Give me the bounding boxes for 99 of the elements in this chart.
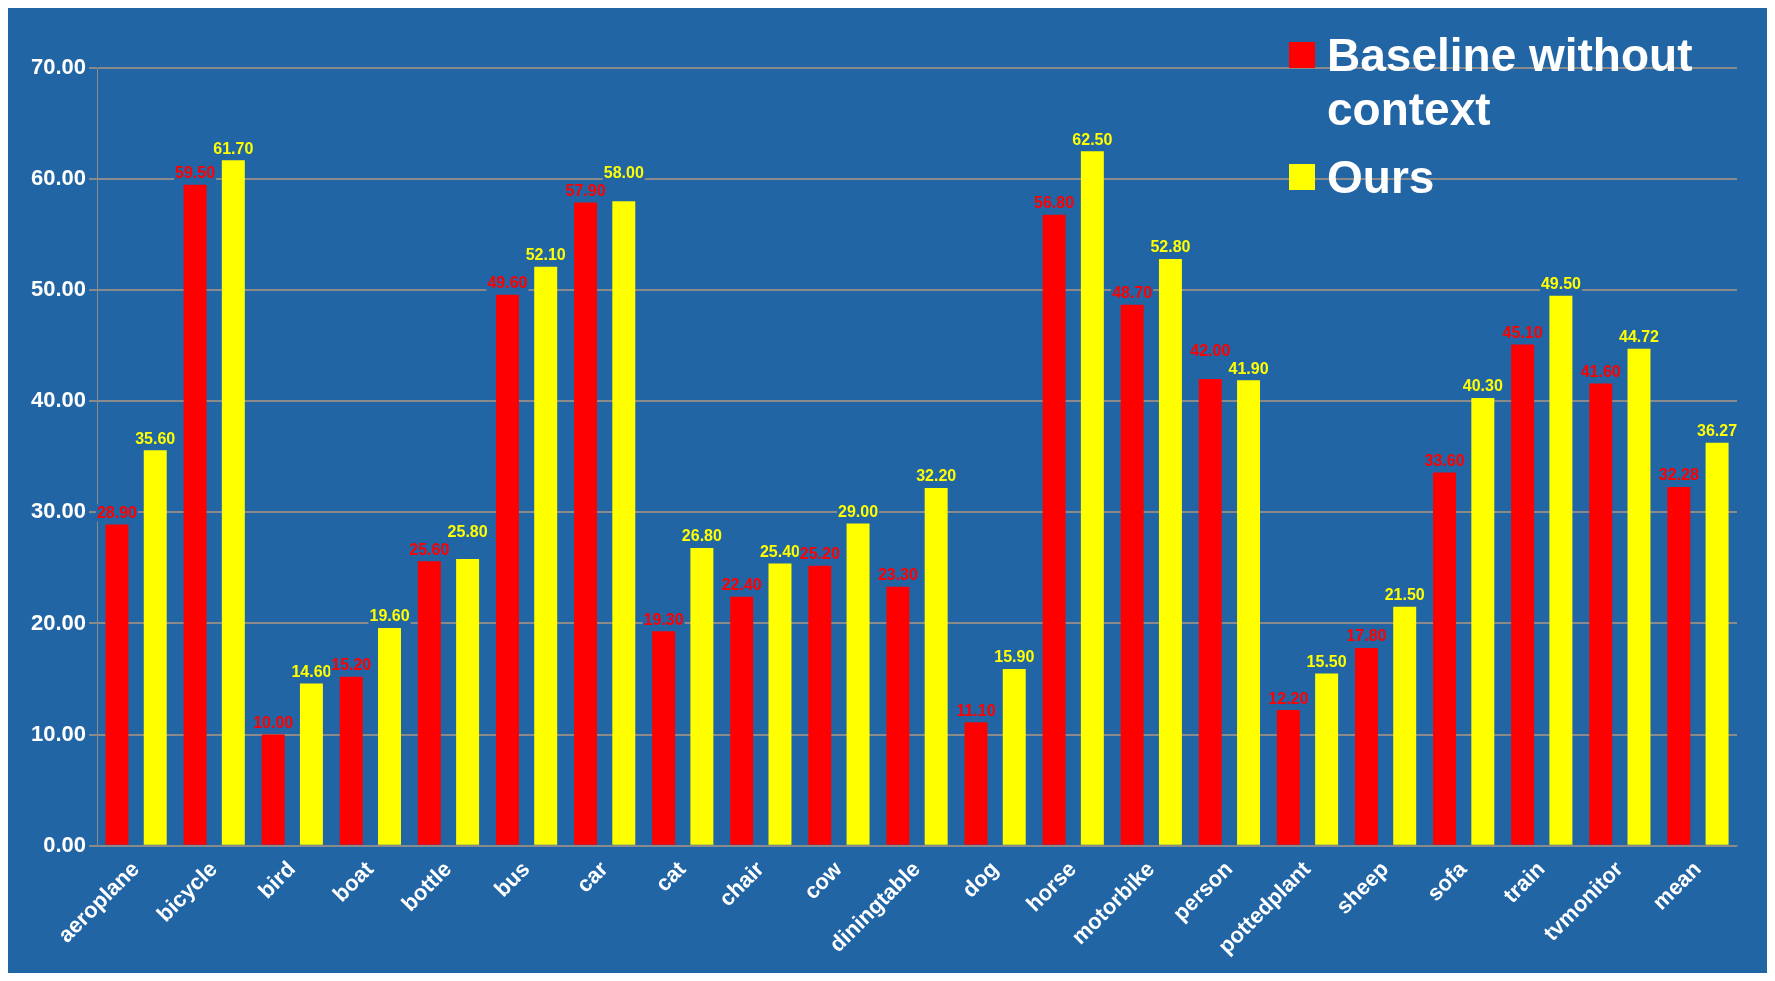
data-label: 25.60 [409, 540, 450, 558]
data-label: 59.50 [175, 164, 216, 182]
bar [1433, 472, 1457, 845]
bar [924, 487, 948, 845]
data-label: 33.60 [1424, 451, 1465, 469]
data-label: 15.20 [331, 656, 372, 674]
y-tick-label: 10.00 [30, 720, 87, 746]
data-label: 15.50 [1306, 652, 1347, 670]
bar [768, 563, 792, 845]
bar [143, 450, 167, 845]
legend-label: Ours [1327, 150, 1436, 204]
bar [574, 202, 597, 845]
bar [1393, 606, 1417, 845]
data-label: 40.30 [1462, 377, 1503, 395]
bar [1354, 647, 1378, 845]
data-label: 29.00 [838, 502, 879, 520]
bar [339, 676, 363, 845]
y-tick-label: 40.00 [30, 387, 87, 413]
legend-label: Baseline without context [1327, 28, 1694, 136]
data-label: 22.40 [721, 576, 762, 594]
data-label: 49.50 [1540, 275, 1582, 293]
data-label: 49.60 [487, 274, 528, 292]
bar [1042, 214, 1066, 845]
data-label: 56.80 [1034, 194, 1075, 212]
x-tick-label: sofa [1421, 855, 1473, 906]
data-label: 45.10 [1502, 324, 1543, 342]
bar [1705, 442, 1729, 845]
bar [1549, 295, 1573, 845]
data-label: 35.60 [135, 429, 176, 447]
bar [886, 586, 910, 845]
x-tick-label: cat [650, 855, 692, 897]
bar [1315, 673, 1339, 845]
bar [964, 722, 988, 845]
y-tick-label: 70.00 [30, 54, 87, 80]
bar [417, 561, 441, 845]
data-label: 25.20 [799, 545, 840, 563]
data-label: 52.10 [525, 246, 566, 264]
bar [183, 184, 207, 845]
bar [690, 547, 714, 845]
data-label: 25.80 [447, 522, 488, 540]
bar [1158, 259, 1182, 845]
data-label: 41.90 [1228, 359, 1269, 377]
bar [1276, 710, 1300, 845]
data-label: 14.60 [291, 662, 332, 680]
bar [1198, 379, 1222, 845]
bar [1667, 487, 1691, 845]
data-label: 19.30 [643, 610, 684, 628]
data-label: 26.80 [681, 527, 722, 545]
bar [652, 631, 676, 845]
y-tick-label: 60.00 [30, 165, 87, 191]
bar [1589, 383, 1613, 845]
bar [612, 201, 636, 845]
bar [1080, 151, 1104, 845]
data-label: 42.00 [1190, 341, 1231, 359]
y-tick-label: 0.00 [43, 831, 87, 857]
bar [1511, 344, 1535, 845]
bar [1627, 348, 1651, 845]
bar [1120, 304, 1144, 845]
data-label: 32.28 [1658, 466, 1699, 484]
data-label: 52.80 [1150, 238, 1191, 256]
data-label: 61.70 [213, 139, 254, 157]
x-tick-label: bus [489, 856, 535, 902]
bar [221, 160, 245, 845]
bar [261, 734, 285, 845]
data-label: 41.60 [1580, 362, 1621, 380]
bar [1471, 397, 1495, 845]
bar [808, 565, 832, 845]
bar [105, 524, 129, 845]
data-label: 21.50 [1384, 586, 1425, 604]
y-tick-label: 20.00 [30, 609, 87, 635]
x-tick-label: dog [956, 856, 1003, 903]
data-label: 15.90 [994, 648, 1035, 666]
data-label: 58.00 [603, 163, 644, 181]
data-label: 17.80 [1346, 627, 1387, 645]
y-tick-label: 30.00 [30, 498, 87, 524]
bar [299, 683, 323, 845]
bar [1002, 669, 1026, 845]
bar [378, 627, 401, 845]
data-label: 44.72 [1618, 328, 1660, 346]
bar [534, 266, 558, 845]
bar [456, 559, 480, 845]
x-tick-label: car [571, 855, 613, 898]
data-label: 19.60 [369, 607, 410, 625]
data-label: 11.10 [956, 701, 996, 719]
data-label: 48.70 [1112, 284, 1153, 302]
data-label: 57.90 [565, 181, 606, 199]
bar [730, 596, 754, 845]
bar [495, 294, 519, 845]
data-label: 32.20 [916, 467, 957, 485]
data-label: 62.50 [1072, 130, 1113, 148]
data-label: 10.00 [253, 713, 294, 731]
data-label: 23.30 [877, 566, 919, 584]
data-label: 25.40 [759, 542, 801, 560]
data-label: 36.27 [1697, 422, 1738, 440]
data-label: 28.90 [96, 504, 138, 521]
bar [846, 523, 870, 845]
data-label: 12.20 [1268, 689, 1309, 707]
bar [1237, 380, 1261, 845]
y-tick-label: 50.00 [30, 276, 87, 302]
